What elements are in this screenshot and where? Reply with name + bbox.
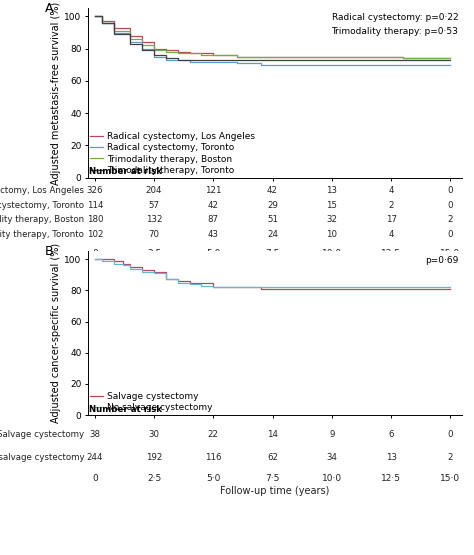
Text: 102: 102 bbox=[87, 230, 103, 239]
Text: Trimodality therapy, Boston: Trimodality therapy, Boston bbox=[0, 215, 84, 224]
Text: 15·0: 15·0 bbox=[440, 249, 460, 258]
Text: Trimodality therapy, Toronto: Trimodality therapy, Toronto bbox=[0, 230, 84, 239]
Text: 5·0: 5·0 bbox=[206, 249, 220, 258]
Text: 10: 10 bbox=[326, 230, 337, 239]
Text: 2: 2 bbox=[447, 215, 453, 224]
Y-axis label: Adjusted cancer-specific survival (%): Adjusted cancer-specific survival (%) bbox=[51, 243, 62, 423]
Text: 15: 15 bbox=[326, 200, 337, 210]
Text: 22: 22 bbox=[208, 430, 219, 439]
Text: 87: 87 bbox=[208, 215, 219, 224]
Text: 13: 13 bbox=[385, 453, 397, 462]
Text: 204: 204 bbox=[146, 186, 162, 195]
Text: Radical cystectomy: p=0·22
Trimodality therapy: p=0·53: Radical cystectomy: p=0·22 Trimodality t… bbox=[331, 13, 458, 36]
Text: Salvage cystectomy: Salvage cystectomy bbox=[0, 430, 84, 439]
Text: 0: 0 bbox=[92, 474, 98, 483]
Text: 2: 2 bbox=[447, 453, 453, 462]
Text: 2: 2 bbox=[388, 200, 394, 210]
Text: 34: 34 bbox=[326, 453, 337, 462]
Text: B: B bbox=[45, 245, 53, 258]
Text: 15·0: 15·0 bbox=[440, 474, 460, 483]
Text: 12·5: 12·5 bbox=[381, 249, 401, 258]
Text: 13: 13 bbox=[326, 186, 337, 195]
Text: 0: 0 bbox=[92, 249, 98, 258]
Text: 116: 116 bbox=[205, 453, 221, 462]
Text: 2·5: 2·5 bbox=[147, 474, 161, 483]
Text: 70: 70 bbox=[148, 230, 160, 239]
Text: 244: 244 bbox=[87, 453, 103, 462]
Text: 43: 43 bbox=[208, 230, 219, 239]
Text: 12·5: 12·5 bbox=[381, 474, 401, 483]
Text: 180: 180 bbox=[87, 215, 103, 224]
Text: 4: 4 bbox=[388, 230, 394, 239]
Text: 10·0: 10·0 bbox=[322, 474, 342, 483]
Legend: Salvage cystectomy, No salvage cystectomy: Salvage cystectomy, No salvage cystectom… bbox=[91, 392, 212, 412]
Text: 24: 24 bbox=[267, 230, 278, 239]
Text: 62: 62 bbox=[267, 453, 278, 462]
Text: 7·5: 7·5 bbox=[265, 474, 280, 483]
Text: Number at risk: Number at risk bbox=[89, 405, 162, 414]
Text: p=0·69: p=0·69 bbox=[425, 256, 458, 265]
Text: 0: 0 bbox=[447, 200, 453, 210]
Text: 0: 0 bbox=[447, 230, 453, 239]
Text: A: A bbox=[45, 2, 53, 14]
Text: 5·0: 5·0 bbox=[206, 474, 220, 483]
Text: 0: 0 bbox=[447, 430, 453, 439]
Text: 7·5: 7·5 bbox=[265, 249, 280, 258]
Text: 4: 4 bbox=[388, 186, 394, 195]
Text: 38: 38 bbox=[89, 430, 100, 439]
Text: 9: 9 bbox=[329, 430, 335, 439]
Text: 30: 30 bbox=[148, 430, 160, 439]
Text: 14: 14 bbox=[267, 430, 278, 439]
Text: 2·5: 2·5 bbox=[147, 249, 161, 258]
Text: No salvage cystectomy: No salvage cystectomy bbox=[0, 453, 84, 462]
Text: Follow-up time (years): Follow-up time (years) bbox=[220, 486, 329, 496]
Text: 51: 51 bbox=[267, 215, 278, 224]
Text: 121: 121 bbox=[205, 186, 221, 195]
Text: 29: 29 bbox=[267, 200, 278, 210]
Text: Number at risk: Number at risk bbox=[89, 167, 162, 176]
Text: 42: 42 bbox=[267, 186, 278, 195]
Text: 17: 17 bbox=[385, 215, 397, 224]
Legend: Radical cystectomy, Los Angeles, Radical cystectomy, Toronto, Trimodality therap: Radical cystectomy, Los Angeles, Radical… bbox=[91, 132, 255, 175]
Text: Radical cystectomy, Los Angeles: Radical cystectomy, Los Angeles bbox=[0, 186, 84, 195]
Text: 32: 32 bbox=[326, 215, 337, 224]
Text: 0: 0 bbox=[447, 186, 453, 195]
Text: 42: 42 bbox=[208, 200, 219, 210]
Y-axis label: Adjusted metastasis-free survival (%): Adjusted metastasis-free survival (%) bbox=[51, 1, 62, 185]
Text: 114: 114 bbox=[87, 200, 103, 210]
Text: 57: 57 bbox=[148, 200, 160, 210]
Text: 6: 6 bbox=[388, 430, 394, 439]
Text: 326: 326 bbox=[87, 186, 103, 195]
Text: 10·0: 10·0 bbox=[322, 249, 342, 258]
Text: 192: 192 bbox=[146, 453, 162, 462]
Text: 132: 132 bbox=[146, 215, 162, 224]
Text: Radical cystectomy, Toronto: Radical cystectomy, Toronto bbox=[0, 200, 84, 210]
